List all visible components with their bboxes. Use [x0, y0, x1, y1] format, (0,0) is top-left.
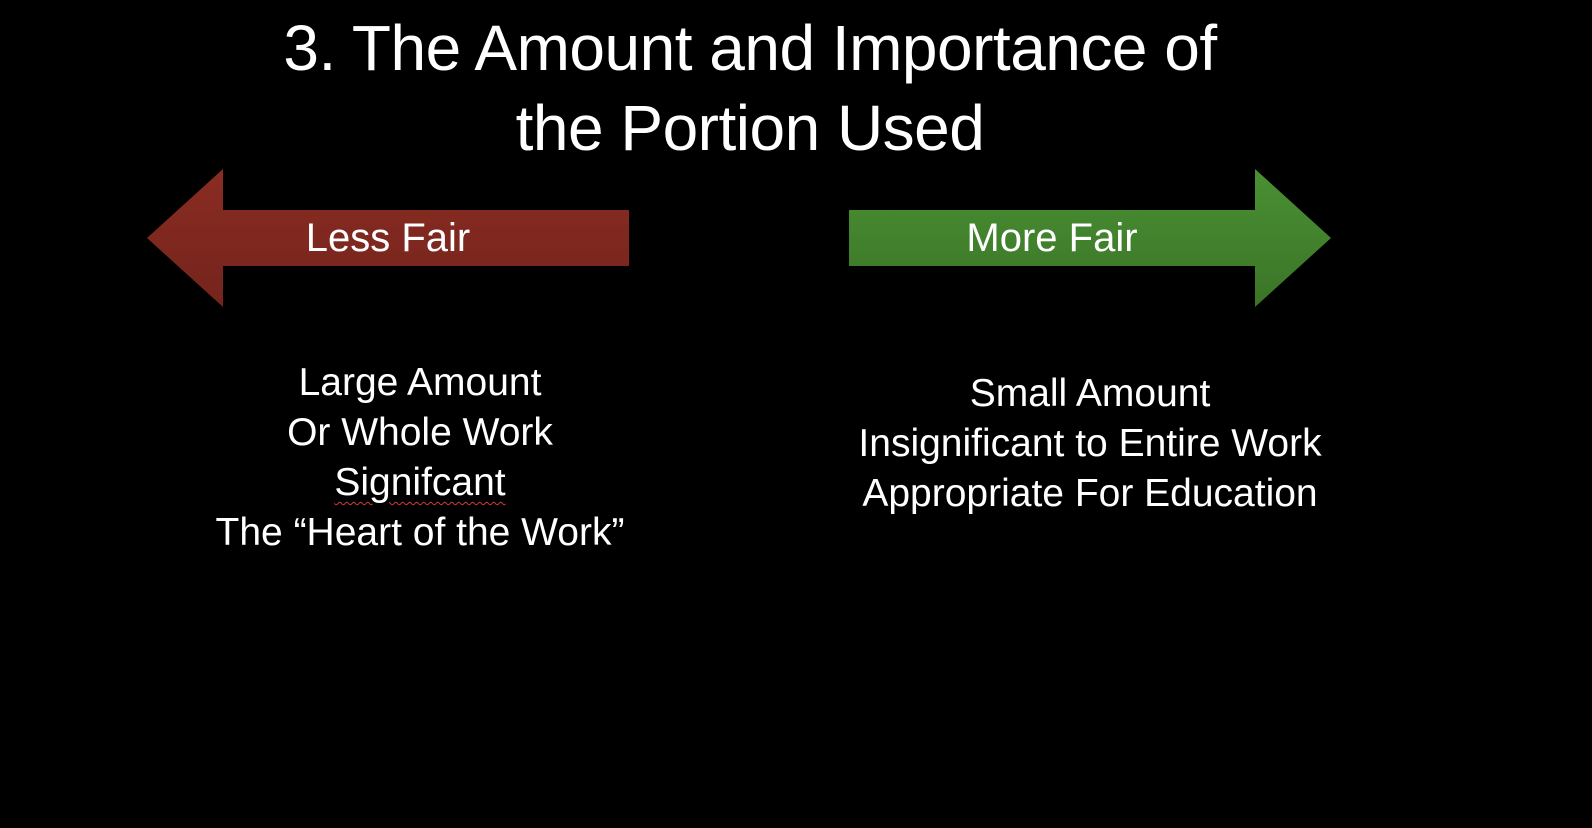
list-item: Insignificant to Entire Work: [858, 422, 1322, 465]
left-arrow-shape: [147, 169, 629, 307]
slide-title: 3. The Amount and Importance of the Port…: [140, 8, 1360, 168]
more-fair-label: More Fair: [966, 216, 1138, 260]
list-item: The “Heart of the Work”: [215, 511, 625, 554]
slide-title-line-2: the Portion Used: [515, 92, 985, 164]
misspelled-word: Signifcant: [334, 461, 506, 504]
less-fair-arrow: Less Fair: [147, 169, 629, 307]
more-fair-arrow: More Fair: [849, 169, 1331, 307]
list-item: Or Whole Work: [287, 411, 553, 454]
less-fair-label: Less Fair: [305, 216, 471, 260]
more-fair-criteria: Small Amount Insignificant to Entire Wor…: [790, 369, 1390, 519]
less-fair-criteria: Large Amount Or Whole Work Signifcant Th…: [120, 358, 720, 558]
right-arrow-shape: [849, 169, 1331, 307]
list-item: Large Amount: [298, 361, 542, 404]
slide-title-line-1: 3. The Amount and Importance of: [283, 12, 1217, 84]
list-item: Signifcant: [120, 458, 720, 508]
list-item: Small Amount: [969, 372, 1211, 415]
list-item: Appropriate For Education: [862, 472, 1318, 515]
